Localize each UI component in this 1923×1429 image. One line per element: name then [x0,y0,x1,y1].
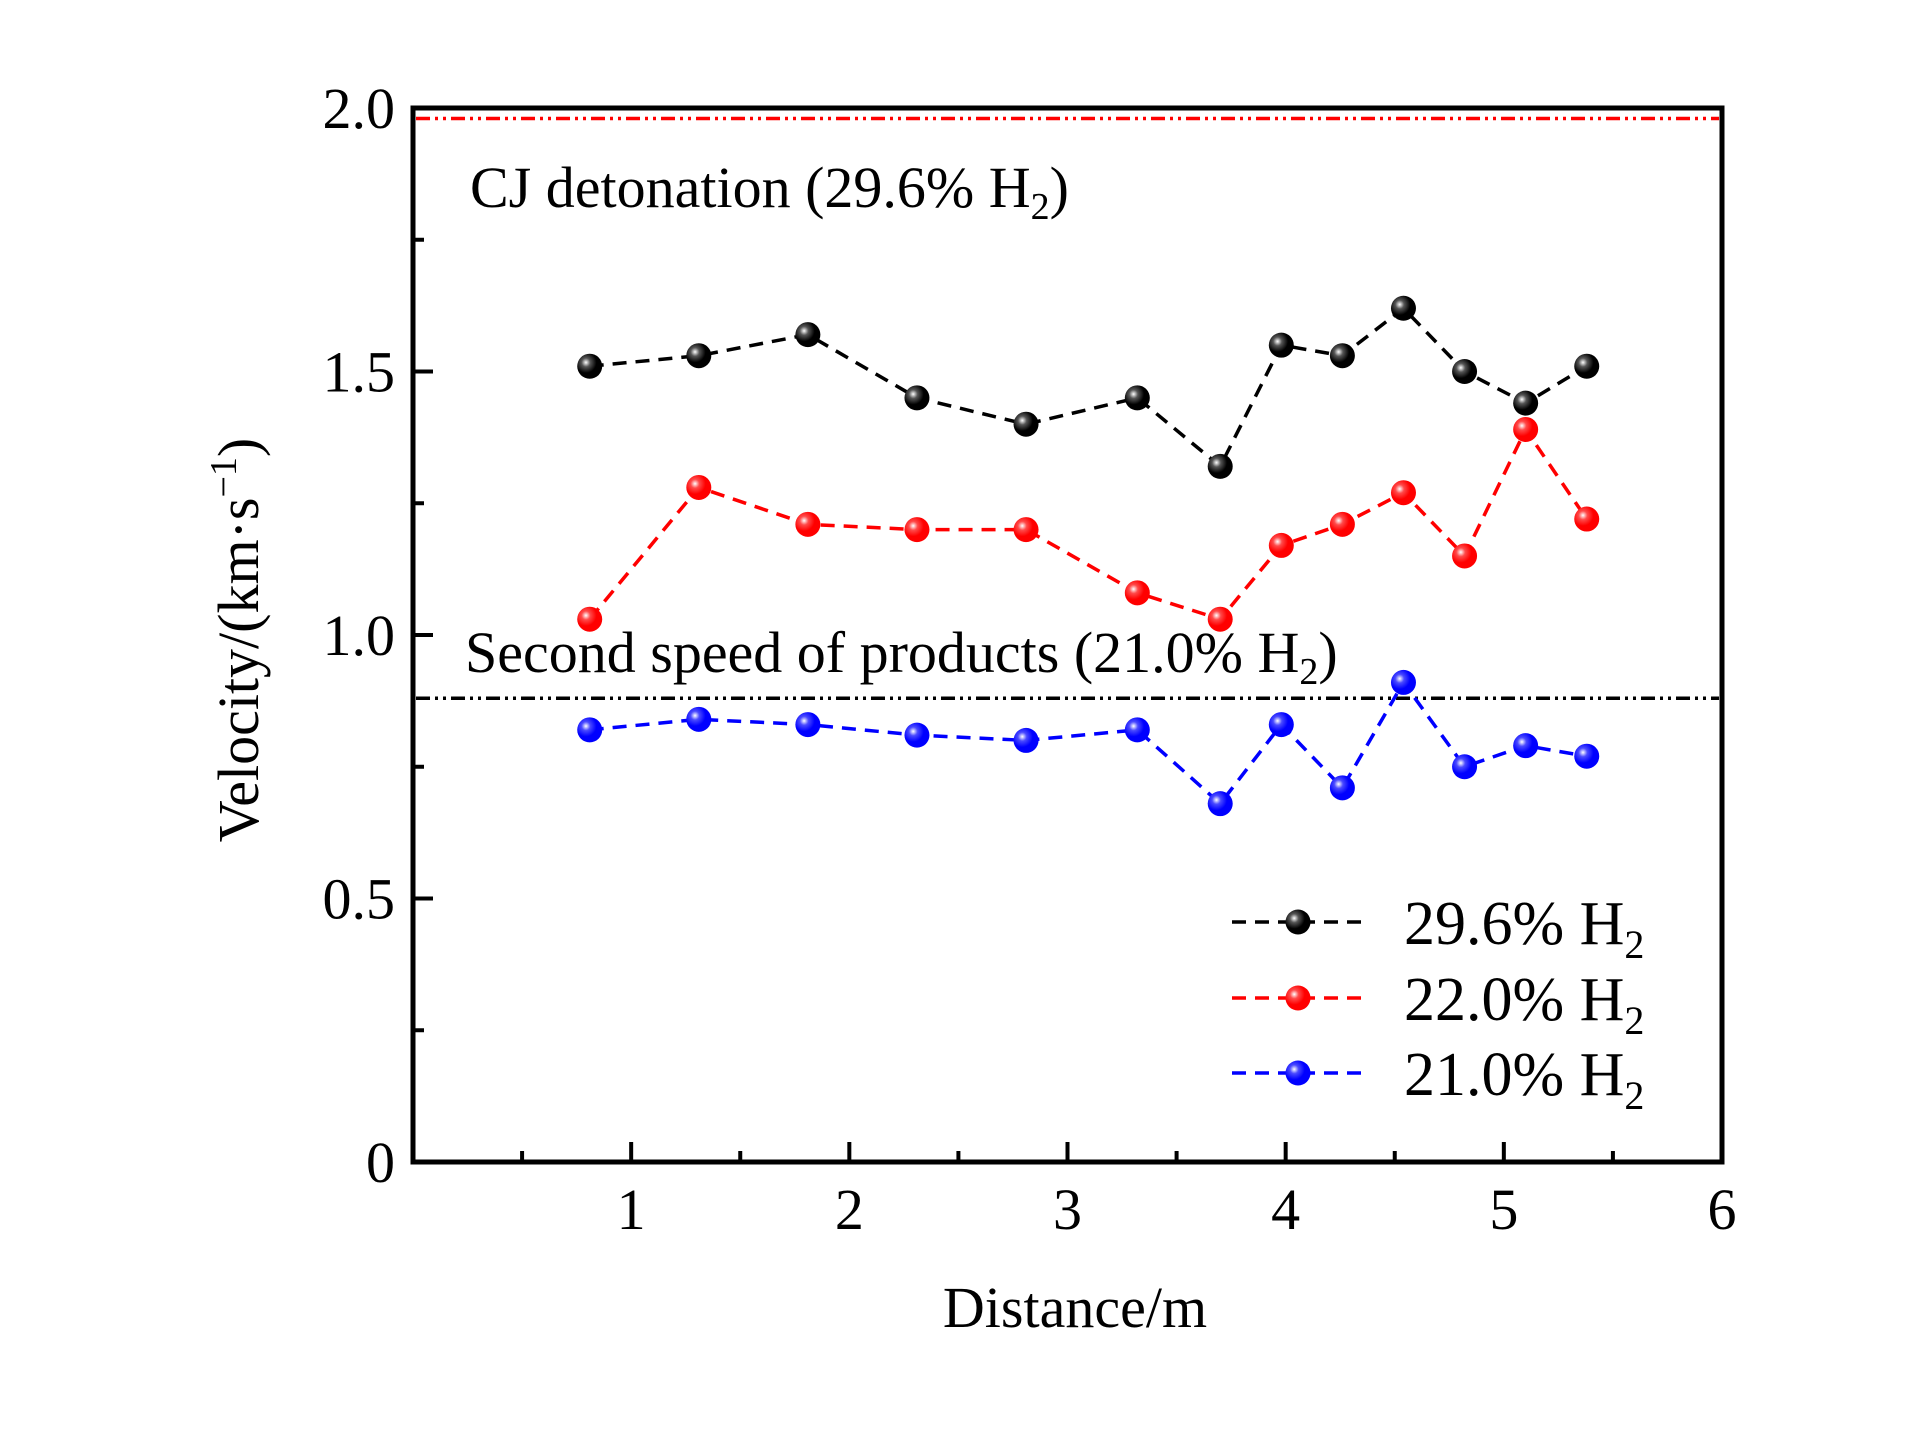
data-point [1390,669,1416,695]
data-point [1207,606,1233,632]
series-line [589,679,1588,807]
axis-ticks: 1 2 3 4 5 6 0 0.5 1.0 1.5 2.0 [323,76,1737,1242]
data-point [904,517,930,543]
x-tick-label: 3 [1053,1177,1082,1242]
data-point [1207,791,1233,817]
series-1 [577,416,1600,632]
data-point [1513,733,1539,759]
data-point [1124,385,1150,411]
data-point [686,343,712,369]
legend-item: 21.0% H2 [1232,1041,1644,1118]
data-point [1390,295,1416,321]
data-point [1452,754,1478,780]
annotation-second-speed: Second speed of products (21.0% H2) [465,620,1338,693]
legend-item: 29.6% H2 [1232,890,1644,967]
data-point [1513,390,1539,416]
series-layer [577,295,1600,817]
series-line [588,425,1589,622]
series-line [589,305,1588,470]
legend-label: 21.0% H2 [1404,1041,1644,1118]
data-point [1329,775,1355,801]
data-point [1207,453,1233,479]
x-tick-label: 1 [617,1177,646,1242]
legend-label: 29.6% H2 [1404,890,1644,967]
data-point [795,511,821,537]
x-tick-label: 5 [1489,1177,1518,1242]
x-tick-label: 2 [835,1177,864,1242]
data-point [686,706,712,732]
data-point [1124,580,1150,606]
data-point [1268,532,1294,558]
x-tick-label: 4 [1271,1177,1300,1242]
data-point [1329,343,1355,369]
y-tick-label: 0 [366,1130,395,1195]
data-point [1513,416,1539,442]
data-point [1013,517,1039,543]
data-point [1013,411,1039,437]
legend-marker [1285,909,1311,935]
legend-label: 22.0% H2 [1404,966,1644,1043]
y-tick-label: 0.5 [323,867,396,932]
data-point [1574,506,1600,532]
data-point [577,606,603,632]
data-point [1452,359,1478,384]
data-point [1390,480,1416,506]
legend-item: 22.0% H2 [1232,966,1644,1043]
data-point [1574,743,1600,769]
y-tick-label: 2.0 [323,76,396,141]
y-axis-label: Velocity/(km·s−1) [203,438,271,842]
legend-marker [1285,1060,1311,1086]
series-0 [577,295,1600,479]
data-point [1574,353,1600,379]
data-point [904,385,930,411]
data-point [795,322,821,348]
data-point [577,717,603,743]
data-point [686,474,712,500]
data-point [1329,511,1355,537]
data-point [577,353,603,379]
data-point [1268,332,1294,358]
annotation-cj: CJ detonation (29.6% H2) [470,155,1069,228]
data-point [795,712,821,738]
x-tick-label: 6 [1708,1177,1737,1242]
y-tick-label: 1.0 [323,603,396,668]
series-2 [577,669,1600,817]
reference-lines [416,116,1719,700]
data-point [1452,543,1478,569]
y-tick-label: 1.5 [323,340,396,405]
data-point [1268,712,1294,738]
legend-marker [1285,985,1311,1011]
x-axis-label: Distance/m [943,1275,1207,1340]
data-point [904,722,930,748]
data-point [1013,727,1039,753]
data-point [1124,717,1150,743]
